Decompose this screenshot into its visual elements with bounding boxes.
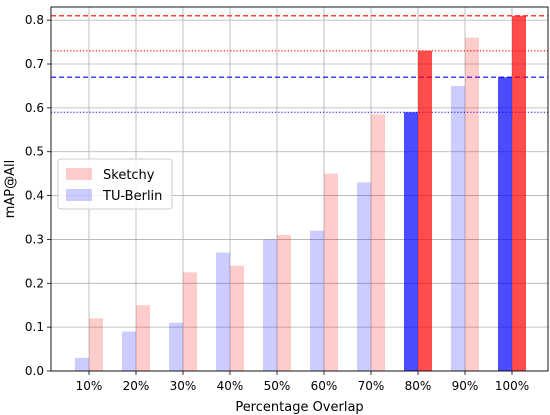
bar-tu-berlin: [169, 322, 183, 371]
y-tick-label: 0.6: [25, 101, 44, 115]
x-ticks: 10% 20% 30% 40% 50% 60% 70% 80% 90% 100%: [76, 371, 529, 393]
y-tick-label: 0.3: [25, 232, 44, 246]
bar-sketchy: [277, 235, 291, 371]
x-tick-label: 40%: [217, 379, 244, 393]
bar-tu-berlin: [404, 112, 418, 371]
y-tick-label: 0.4: [25, 189, 44, 203]
bar-tu-berlin: [75, 357, 89, 371]
legend-label-sketchy: Sketchy: [103, 168, 155, 183]
y-tick-label: 0.2: [25, 276, 44, 290]
bar-tu-berlin: [498, 77, 512, 372]
bar-sketchy: [418, 50, 432, 372]
x-tick-label: 30%: [170, 379, 197, 393]
legend-box: [57, 158, 173, 210]
y-tick-label: 0.1: [25, 320, 44, 334]
bar-tu-berlin: [263, 239, 277, 371]
y-ticks: 0.0 0.1 0.2 0.3 0.4 0.5 0.6 0.7 0.8: [25, 13, 51, 378]
y-tick-label: 0.0: [25, 364, 44, 378]
bar-tu-berlin: [310, 230, 324, 371]
legend: Sketchy TU-Berlin: [57, 158, 173, 210]
plot-frame: [50, 6, 549, 372]
legend-label-tu-berlin: TU-Berlin: [102, 189, 162, 204]
bar-sketchy: [89, 318, 103, 371]
bars: [75, 15, 526, 372]
x-tick-label: 60%: [311, 379, 338, 393]
y-axis-title: mAP@All: [3, 160, 18, 219]
bar-tu-berlin: [122, 331, 136, 371]
x-tick-label: 50%: [264, 379, 291, 393]
legend-swatch-sketchy: [66, 168, 92, 180]
x-tick-label: 90%: [452, 379, 479, 393]
reference-lines: [51, 15, 548, 113]
bar-sketchy: [512, 15, 526, 371]
x-tick-label: 20%: [123, 379, 150, 393]
y-tick-label: 0.7: [25, 57, 44, 71]
x-axis-title: Percentage Overlap: [235, 400, 363, 415]
y-tick-label: 0.5: [25, 145, 44, 159]
bar-sketchy: [230, 265, 244, 371]
bar-sketchy: [324, 173, 338, 371]
x-tick-label: 70%: [358, 379, 385, 393]
bar-sketchy: [465, 37, 479, 372]
bar-tu-berlin: [451, 85, 465, 371]
x-tick-label: 100%: [495, 379, 529, 393]
legend-swatch-tu-berlin: [66, 189, 92, 201]
bar-sketchy: [136, 305, 150, 371]
x-tick-label: 10%: [76, 379, 103, 393]
bar-sketchy: [183, 272, 197, 371]
bar-tu-berlin: [216, 252, 230, 371]
bar-sketchy: [371, 114, 385, 371]
y-tick-label: 0.8: [25, 13, 44, 27]
grid: [51, 7, 548, 372]
bar-tu-berlin: [357, 182, 371, 371]
x-tick-label: 80%: [405, 379, 432, 393]
